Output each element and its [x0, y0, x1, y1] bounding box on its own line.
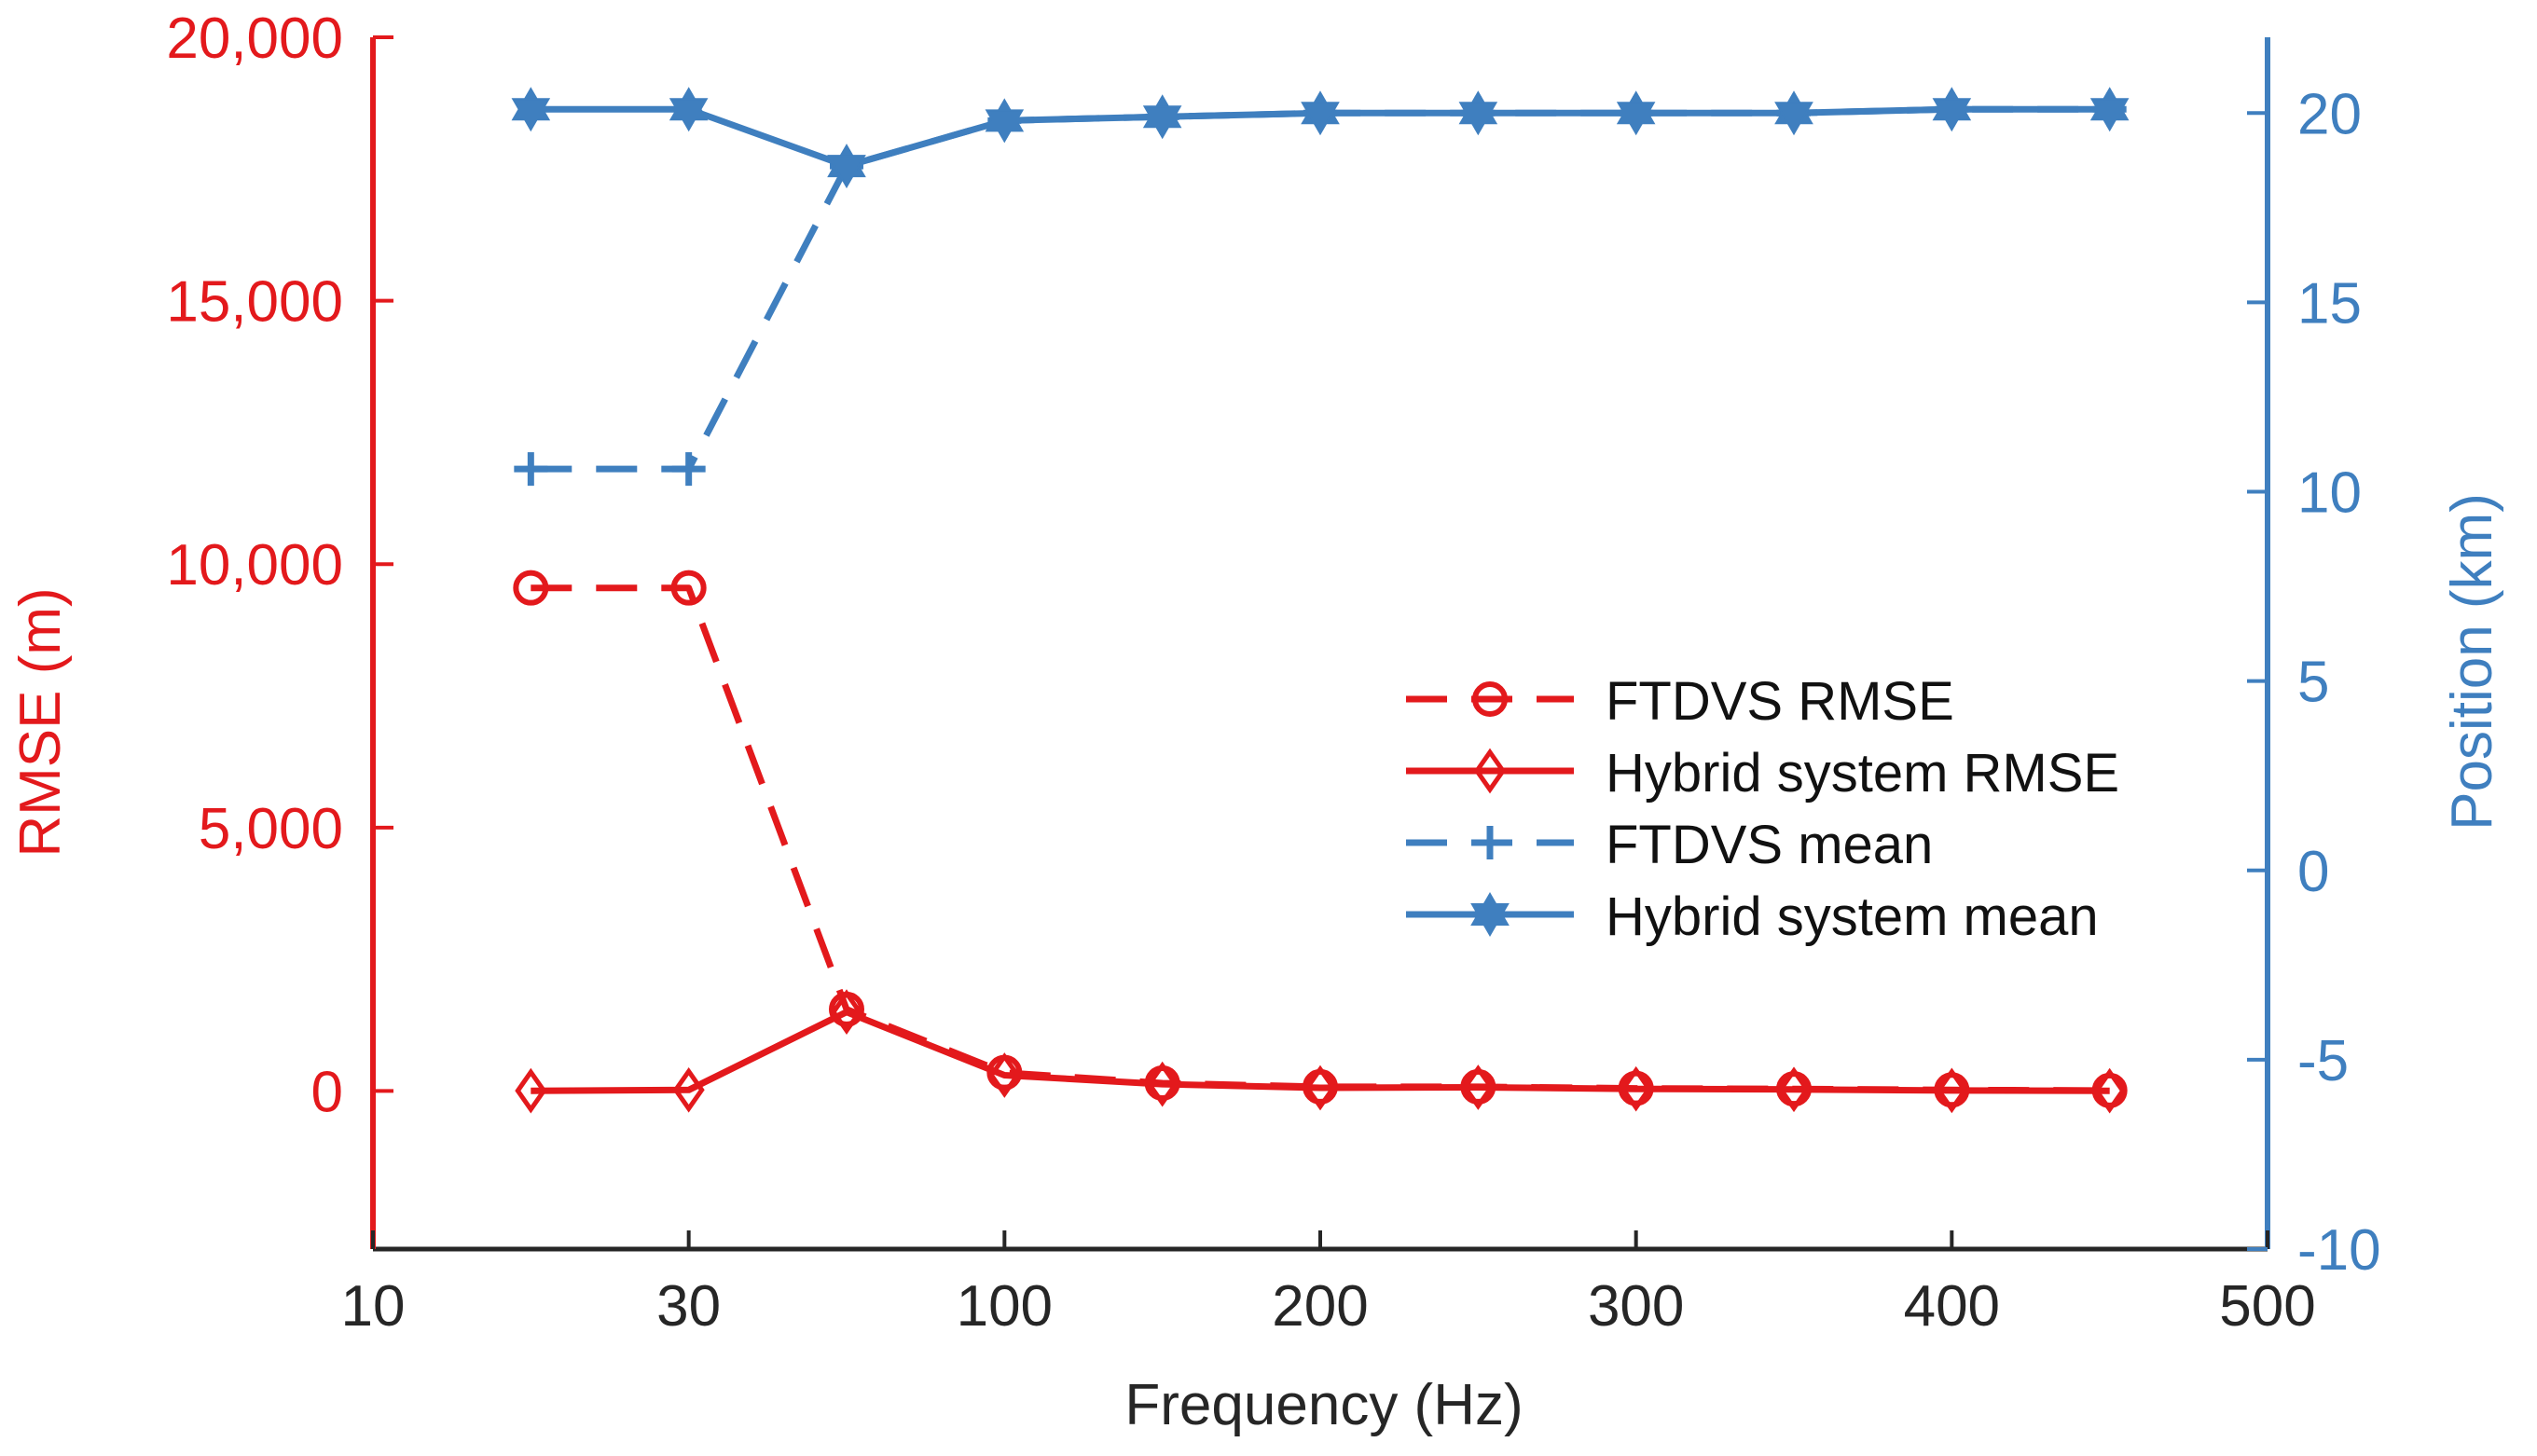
y-tick-label-right: -5	[2297, 1029, 2349, 1093]
data-point	[1303, 1065, 1337, 1111]
series-hybrid-system-rmse	[515, 989, 2126, 1114]
data-point	[1301, 90, 1340, 136]
legend-marker	[1473, 748, 1507, 794]
data-point	[2093, 1067, 2126, 1114]
data-point	[1774, 90, 1813, 136]
data-point	[514, 452, 548, 487]
legend-marker	[1470, 892, 1510, 937]
data-point	[1620, 1065, 1652, 1112]
data-point	[827, 144, 866, 189]
y-tick-label-left: 20,000	[166, 7, 343, 71]
data-point	[1777, 1066, 1811, 1113]
y-tick-label-left: 5,000	[199, 797, 343, 861]
data-point	[513, 570, 549, 606]
legend-entry: Hybrid system mean	[1406, 886, 2099, 947]
data-point	[985, 98, 1025, 144]
legend-entry: FTDVS RMSE	[1406, 671, 1954, 732]
y-tick-label-right: 15	[2297, 271, 2362, 336]
series-hybrid-system-mean	[511, 87, 2130, 189]
y-tick-label-left: 10,000	[166, 533, 343, 598]
series-line	[531, 584, 2110, 1094]
y-tick-label-right: 0	[2297, 840, 2329, 904]
data-point	[511, 87, 551, 132]
data-point	[670, 570, 707, 606]
legend-label: Hybrid system mean	[1606, 886, 2099, 947]
x-tick-label: 30	[656, 1274, 721, 1339]
series-line	[531, 1009, 2110, 1094]
data-point	[988, 1052, 1021, 1098]
data-point	[515, 1067, 547, 1114]
y-tick-label-right: -10	[2297, 1218, 2381, 1283]
legend-entry: FTDVS mean	[1406, 815, 1933, 875]
data-point	[1462, 1065, 1495, 1110]
data-point	[669, 87, 709, 132]
y-tick-label-left: 15,000	[166, 270, 343, 335]
data-point	[672, 1066, 705, 1113]
legend-label: FTDVS mean	[1606, 815, 1933, 875]
legend-marker	[1472, 681, 1508, 717]
x-tick-label: 500	[2219, 1274, 2315, 1339]
data-point	[2089, 87, 2130, 132]
legend: FTDVS RMSE Hybrid system RMSE FTDVS mean Hy…	[1406, 671, 2119, 947]
data-point	[1142, 94, 1182, 140]
x-axis-label: Frequency (Hz)	[1124, 1373, 1523, 1437]
legend-label: FTDVS RMSE	[1606, 671, 1954, 732]
data-point	[830, 989, 863, 1036]
legend-label: Hybrid system RMSE	[1606, 743, 2119, 804]
data-point	[1932, 87, 1972, 132]
y-axis-label-left: RMSE (m)	[8, 587, 73, 857]
y-tick-label-left: 0	[311, 1060, 343, 1124]
y-tick-label-right: 10	[2297, 461, 2362, 526]
data-point	[1458, 90, 1498, 136]
data-point	[1616, 90, 1656, 136]
data-point	[1146, 1061, 1179, 1107]
y-tick-label-right: 5	[2297, 651, 2329, 715]
x-tick-label: 200	[1272, 1274, 1368, 1339]
x-tick-label: 100	[957, 1274, 1053, 1339]
data-point	[1936, 1067, 1968, 1114]
x-tick-label: 10	[341, 1274, 406, 1339]
x-tick-label: 400	[1904, 1274, 2000, 1339]
legend-marker	[1473, 826, 1507, 859]
y-tick-label-right: 20	[2297, 82, 2362, 146]
legend-entry: Hybrid system RMSE	[1406, 743, 2119, 804]
y-axis-label-right: Position (km)	[2440, 493, 2504, 831]
x-tick-label: 300	[1588, 1274, 1684, 1339]
data-point	[671, 452, 706, 487]
